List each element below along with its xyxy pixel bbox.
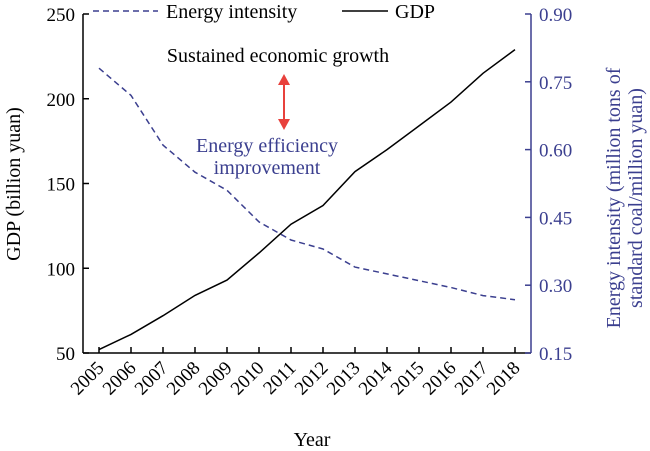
x-tick-label: 2006 bbox=[99, 358, 141, 400]
right-axis-title-line2: standard coal/million yuan) bbox=[625, 88, 647, 308]
x-tick-label: 2018 bbox=[483, 358, 525, 400]
x-tick-label: 2010 bbox=[227, 358, 269, 400]
double-arrow-icon bbox=[278, 74, 290, 130]
legend: Energy intensity GDP bbox=[93, 1, 435, 23]
x-tick-label: 2007 bbox=[131, 358, 173, 400]
annotation-efficiency-line1: Energy efficiency bbox=[196, 135, 338, 157]
left-tick-label: 100 bbox=[47, 259, 76, 280]
x-tick-label: 2014 bbox=[355, 357, 397, 399]
right-tick-label: 0.45 bbox=[539, 208, 572, 229]
right-tick-label: 0.75 bbox=[539, 73, 572, 94]
left-tick-label: 50 bbox=[56, 344, 75, 365]
series-line-gdp bbox=[98, 48, 516, 351]
left-axis-title: GDP (billion yuan) bbox=[3, 107, 25, 261]
series-line-energy-intensity bbox=[98, 67, 516, 301]
x-tick-label: 2015 bbox=[387, 358, 429, 400]
annotation-efficiency-line2: improvement bbox=[214, 157, 321, 179]
right-tick-label: 0.90 bbox=[539, 5, 572, 26]
left-tick-label: 250 bbox=[47, 5, 76, 26]
arrow-head-down bbox=[278, 119, 290, 130]
x-tick-label: 2013 bbox=[323, 358, 365, 400]
series-layer bbox=[98, 48, 516, 351]
right-ticks: 0.15 0.30 0.45 0.60 0.75 0.90 bbox=[525, 5, 572, 365]
x-ticks: 2005200620072008200920102011201220132014… bbox=[67, 347, 525, 399]
x-tick-label: 2016 bbox=[419, 358, 461, 400]
left-tick-label: 200 bbox=[47, 90, 76, 111]
x-tick-label: 2017 bbox=[451, 358, 493, 400]
x-tick-label: 2009 bbox=[195, 358, 237, 400]
x-axis-title: Year bbox=[294, 429, 331, 451]
x-tick-label: 2012 bbox=[291, 358, 333, 400]
annotation-growth: Sustained economic growth bbox=[167, 45, 389, 67]
legend-label-energy-intensity: Energy intensity bbox=[166, 1, 297, 23]
arrow-head-up bbox=[278, 74, 290, 85]
right-tick-label: 0.15 bbox=[539, 344, 572, 365]
x-tick-label: 2008 bbox=[163, 358, 205, 400]
left-tick-label: 150 bbox=[47, 175, 76, 196]
right-axis-title-line1: Energy intensity (million tons of bbox=[603, 67, 625, 328]
x-tick-label: 2011 bbox=[259, 358, 300, 399]
legend-label-gdp: GDP bbox=[395, 1, 435, 23]
left-ticks: 50 100 150 200 250 bbox=[47, 5, 89, 365]
right-tick-label: 0.30 bbox=[539, 276, 572, 297]
right-tick-label: 0.60 bbox=[539, 141, 572, 162]
